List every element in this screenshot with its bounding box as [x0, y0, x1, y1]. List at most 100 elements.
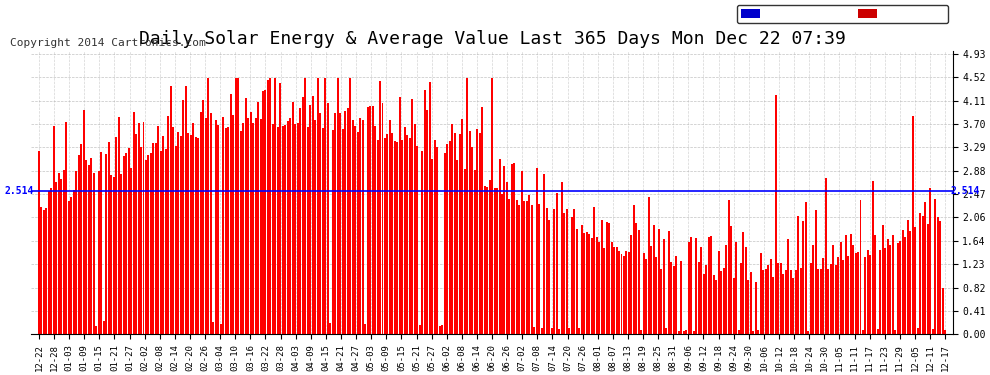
Bar [703, 274, 705, 334]
Bar [553, 209, 555, 334]
Bar [626, 251, 628, 334]
Bar [800, 268, 802, 334]
Bar [820, 269, 822, 334]
Bar [812, 245, 814, 334]
Bar [190, 135, 192, 334]
Bar [583, 233, 585, 334]
Bar [133, 112, 135, 334]
Bar [399, 97, 401, 334]
Text: 2.514: 2.514 [5, 186, 34, 196]
Bar [628, 252, 630, 334]
Bar [312, 96, 314, 334]
Bar [165, 149, 167, 334]
Bar [401, 140, 403, 334]
Bar [854, 253, 856, 334]
Bar [248, 118, 249, 334]
Bar [88, 165, 90, 334]
Bar [488, 180, 491, 334]
Bar [695, 238, 697, 334]
Bar [655, 257, 657, 334]
Bar [909, 231, 911, 334]
Bar [760, 253, 762, 334]
Bar [641, 330, 643, 334]
Bar [775, 95, 777, 334]
Bar [160, 151, 162, 334]
Bar [249, 112, 251, 334]
Bar [725, 245, 727, 334]
Bar [524, 201, 526, 334]
Bar [105, 154, 107, 334]
Bar [588, 234, 590, 334]
Bar [925, 202, 927, 334]
Bar [83, 110, 85, 334]
Bar [351, 120, 353, 334]
Bar [307, 127, 309, 334]
Bar [795, 270, 797, 334]
Bar [708, 237, 710, 334]
Bar [852, 245, 854, 334]
Bar [335, 113, 337, 334]
Bar [937, 217, 939, 334]
Bar [767, 265, 769, 334]
Bar [499, 159, 501, 334]
Bar [864, 257, 866, 334]
Bar [762, 270, 764, 334]
Bar [660, 270, 662, 334]
Bar [354, 126, 356, 334]
Bar [805, 202, 807, 334]
Bar [269, 78, 271, 334]
Bar [371, 106, 373, 334]
Bar [833, 245, 835, 334]
Bar [38, 152, 40, 334]
Bar [631, 235, 633, 334]
Bar [541, 328, 543, 334]
Bar [867, 251, 869, 334]
Bar [494, 188, 496, 334]
Bar [225, 128, 227, 334]
Bar [167, 116, 169, 334]
Bar [346, 108, 348, 334]
Bar [429, 82, 431, 334]
Bar [232, 116, 234, 334]
Bar [944, 330, 946, 334]
Bar [299, 108, 301, 334]
Bar [787, 239, 789, 334]
Bar [730, 226, 732, 334]
Bar [110, 175, 112, 334]
Bar [536, 168, 538, 334]
Bar [581, 225, 583, 334]
Bar [807, 331, 809, 334]
Bar [322, 128, 324, 334]
Bar [598, 242, 600, 334]
Bar [501, 194, 503, 334]
Bar [665, 328, 667, 334]
Bar [227, 127, 229, 334]
Bar [152, 143, 154, 334]
Bar [125, 153, 127, 334]
Bar [603, 248, 605, 334]
Bar [220, 324, 222, 334]
Bar [790, 270, 792, 334]
Bar [103, 321, 105, 334]
Bar [210, 113, 212, 334]
Bar [140, 147, 142, 334]
Bar [424, 90, 426, 334]
Bar [262, 91, 264, 334]
Bar [481, 107, 483, 334]
Bar [267, 80, 269, 334]
Bar [381, 103, 383, 334]
Bar [162, 136, 164, 334]
Bar [309, 105, 311, 334]
Bar [148, 155, 149, 334]
Bar [752, 331, 754, 334]
Bar [349, 78, 351, 334]
Bar [330, 323, 332, 334]
Bar [222, 117, 224, 334]
Bar [294, 124, 296, 334]
Bar [337, 78, 339, 334]
Bar [473, 170, 475, 334]
Bar [710, 236, 712, 334]
Bar [138, 123, 140, 334]
Bar [80, 144, 82, 334]
Bar [391, 134, 393, 334]
